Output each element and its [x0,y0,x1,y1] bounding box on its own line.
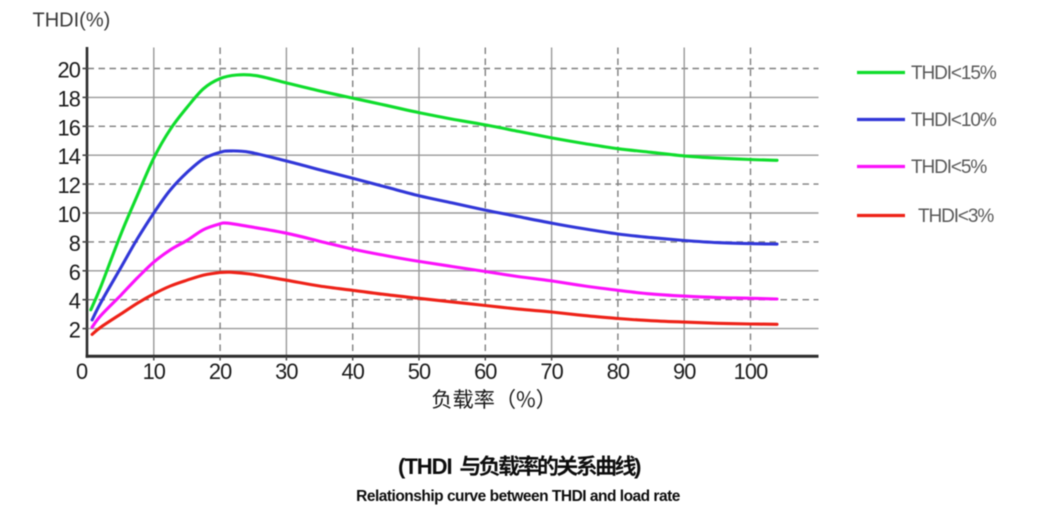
svg-text:4: 4 [69,289,81,314]
svg-text:20: 20 [58,58,81,83]
svg-text:40: 40 [341,359,364,384]
svg-text:60: 60 [474,359,497,384]
svg-text:18: 18 [58,86,81,111]
svg-text:16: 16 [58,115,81,140]
svg-text:100: 100 [734,359,768,384]
svg-text:(THDI: (THDI [398,454,452,479]
svg-text:12: 12 [58,173,81,198]
svg-text:10: 10 [143,359,166,384]
svg-text:90: 90 [673,359,696,384]
svg-text:20: 20 [209,359,232,384]
svg-text:THDI<3%: THDI<3% [918,206,994,227]
svg-text:14: 14 [58,144,81,169]
svg-text:0: 0 [76,359,88,384]
svg-text:THDI<10%: THDI<10% [911,110,997,131]
svg-text:THDI<15%: THDI<15% [911,63,997,84]
svg-text:50: 50 [408,359,431,384]
svg-text:80: 80 [607,359,630,384]
svg-text:70: 70 [540,359,563,384]
svg-text:2: 2 [69,318,81,343]
svg-text:): ) [634,454,641,479]
svg-text:30: 30 [275,359,298,384]
svg-text:Relationship curve between THD: Relationship curve between THDI and load… [356,488,681,505]
svg-text:6: 6 [69,260,81,285]
svg-text:THDI(%): THDI(%) [33,10,111,32]
svg-text:8: 8 [69,231,81,256]
svg-text:THDI<5%: THDI<5% [911,157,987,178]
svg-text:10: 10 [58,202,81,227]
